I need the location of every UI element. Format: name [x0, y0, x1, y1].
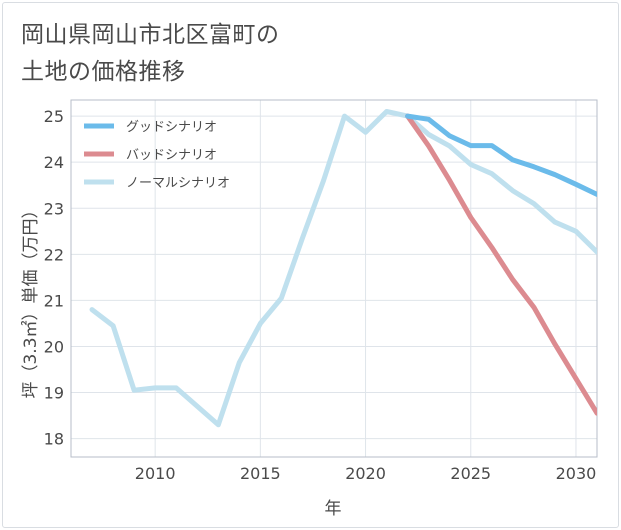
title-line-2: 土地の価格推移 [21, 59, 186, 85]
x-tick-label: 2015 [240, 464, 281, 483]
y-tick-label: 20 [44, 337, 64, 356]
y-tick-label: 23 [44, 199, 64, 218]
x-tick-label: 2030 [556, 464, 597, 483]
legend-label-2: バッドシナリオ [126, 148, 217, 163]
grid [71, 100, 597, 457]
x-axis-label: 年 [325, 499, 342, 519]
x-tick-label: 2025 [450, 464, 491, 483]
page-title: 岡山県岡山市北区富町の 土地の価格推移 [21, 17, 280, 91]
series-line-1 [405, 113, 597, 197]
x-tick-label: 2010 [135, 464, 176, 483]
y-tick-label: 24 [44, 153, 64, 172]
series-line-2 [405, 113, 597, 416]
y-axis-label: 坪（3.3㎡）単価（万円） [21, 201, 41, 398]
y-tick-labels: 18 19 20 21 22 23 24 25 [44, 107, 64, 448]
y-tick-label: 18 [44, 430, 64, 449]
x-tick-label: 2020 [345, 464, 386, 483]
y-tick-label: 25 [44, 107, 64, 126]
series-line-3 [89, 109, 597, 428]
legend-label-3: ノーマルシナリオ [126, 176, 230, 191]
x-tick-labels: 2010 2015 2020 2025 2030 [135, 464, 597, 483]
y-tick-label: 22 [44, 245, 64, 264]
y-tick-label: 19 [44, 384, 64, 403]
title-line-1: 岡山県岡山市北区富町の [21, 22, 280, 48]
series-layer [89, 109, 597, 428]
plot-frame [70, 99, 598, 458]
legend-label-1: グッドシナリオ [126, 120, 217, 135]
y-tick-label: 21 [44, 291, 64, 310]
